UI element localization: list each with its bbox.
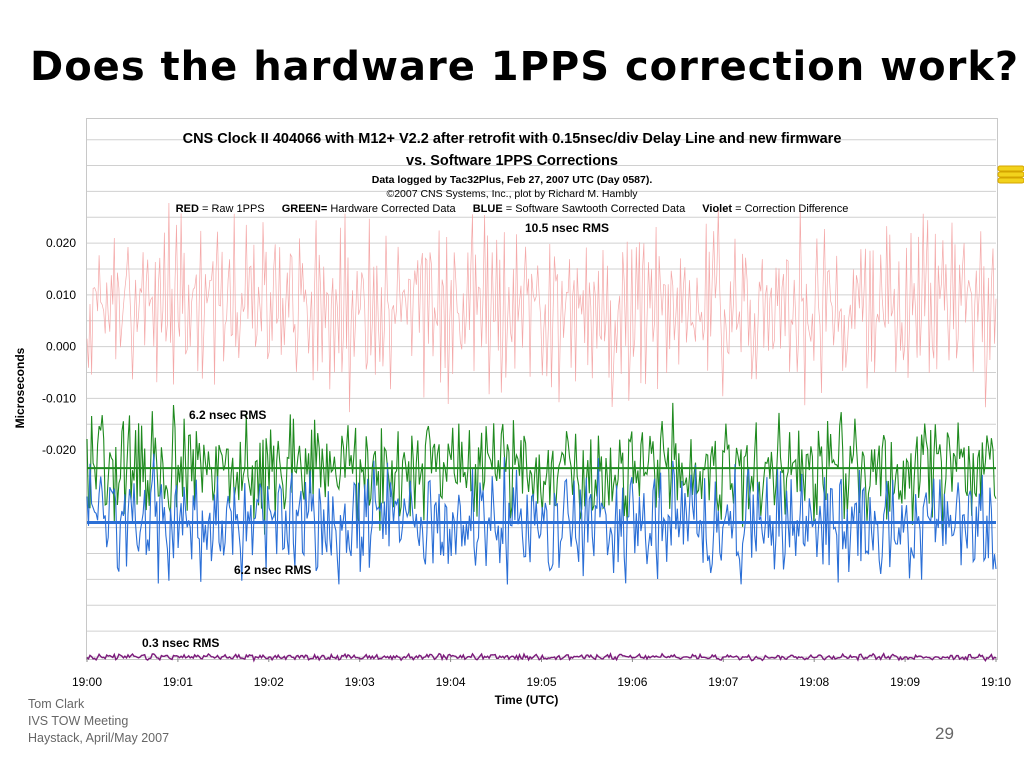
x-axis-title: Time (UTC) [495, 693, 559, 707]
chart-subtitle-line1: Data logged by Tac32Plus, Feb 27, 2007 U… [371, 174, 653, 186]
footer-author: Tom Clark [28, 697, 85, 711]
x-tick-label: 19:10 [981, 675, 1011, 689]
raw-rms-label: 10.5 nsec RMS [525, 221, 610, 235]
chart-title-line1: CNS Clock II 404066 with M12+ V2.2 after… [182, 131, 842, 147]
footer-event: IVS TOW Meeting [28, 714, 129, 728]
series-line-hardware [86, 402, 997, 535]
legend-text-software: = Software Sawtooth Corrected Data [505, 203, 686, 215]
legend-key-raw: RED [175, 203, 199, 215]
slide-title: Does the hardware 1PPS correction work? [30, 44, 1020, 90]
chart-subtitle-line2: ©2007 CNS Systems, Inc., plot by Richard… [386, 188, 638, 200]
legend-entry-software: BLUE = Software Sawtooth Corrected Data [473, 203, 685, 215]
series-line-difference [86, 652, 997, 663]
y-tick-label: -0.010 [42, 391, 76, 405]
legend-entry-raw: RED = Raw 1PPS [176, 203, 265, 215]
software-rms-label: 6.2 nsec RMS [234, 563, 312, 577]
legend-key-hardware: GREEN= [281, 203, 328, 215]
chart-title-line2: vs. Software 1PPS Corrections [406, 153, 618, 169]
x-tick-label: 19:07 [708, 675, 738, 689]
slide-page-number: 29 [935, 724, 954, 743]
x-tick-label: 19:01 [163, 675, 193, 689]
series-line-raw [86, 202, 997, 413]
footer-location-date: Haystack, April/May 2007 [28, 731, 170, 745]
x-tick-label: 19:03 [345, 675, 375, 689]
hardware-rms-label: 6.2 nsec RMS [189, 408, 267, 422]
y-tick-label: 0.010 [46, 288, 76, 302]
x-tick-label: 19:08 [799, 675, 829, 689]
chart-legend: RED = Raw 1PPS GREEN= Hardware Corrected… [0, 203, 1024, 215]
y-tick-label: -0.020 [42, 443, 76, 457]
legend-key-difference: Violet [702, 203, 733, 215]
y-tick-label: 0.000 [46, 340, 76, 354]
y-axis-title: Microseconds [13, 347, 27, 428]
series-line-software [86, 453, 997, 585]
decorative-scroll-icon [997, 165, 1024, 184]
x-tick-label: 19:02 [254, 675, 284, 689]
legend-entry-difference: Violet = Correction Difference [702, 203, 848, 215]
x-tick-label: 19:00 [72, 675, 102, 689]
legend-key-software: BLUE [472, 203, 503, 215]
legend-text-raw: = Raw 1PPS [201, 203, 265, 215]
difference-rms-label: 0.3 nsec RMS [142, 636, 220, 650]
legend-text-hardware: Hardware Corrected Data [330, 203, 456, 215]
y-tick-label: 0.020 [46, 236, 76, 250]
legend-entry-hardware: GREEN= Hardware Corrected Data [282, 203, 456, 215]
x-tick-label: 19:04 [436, 675, 466, 689]
x-tick-label: 19:09 [890, 675, 920, 689]
x-tick-label: 19:06 [617, 675, 647, 689]
legend-text-difference: = Correction Difference [735, 203, 849, 215]
x-tick-label: 19:05 [526, 675, 556, 689]
